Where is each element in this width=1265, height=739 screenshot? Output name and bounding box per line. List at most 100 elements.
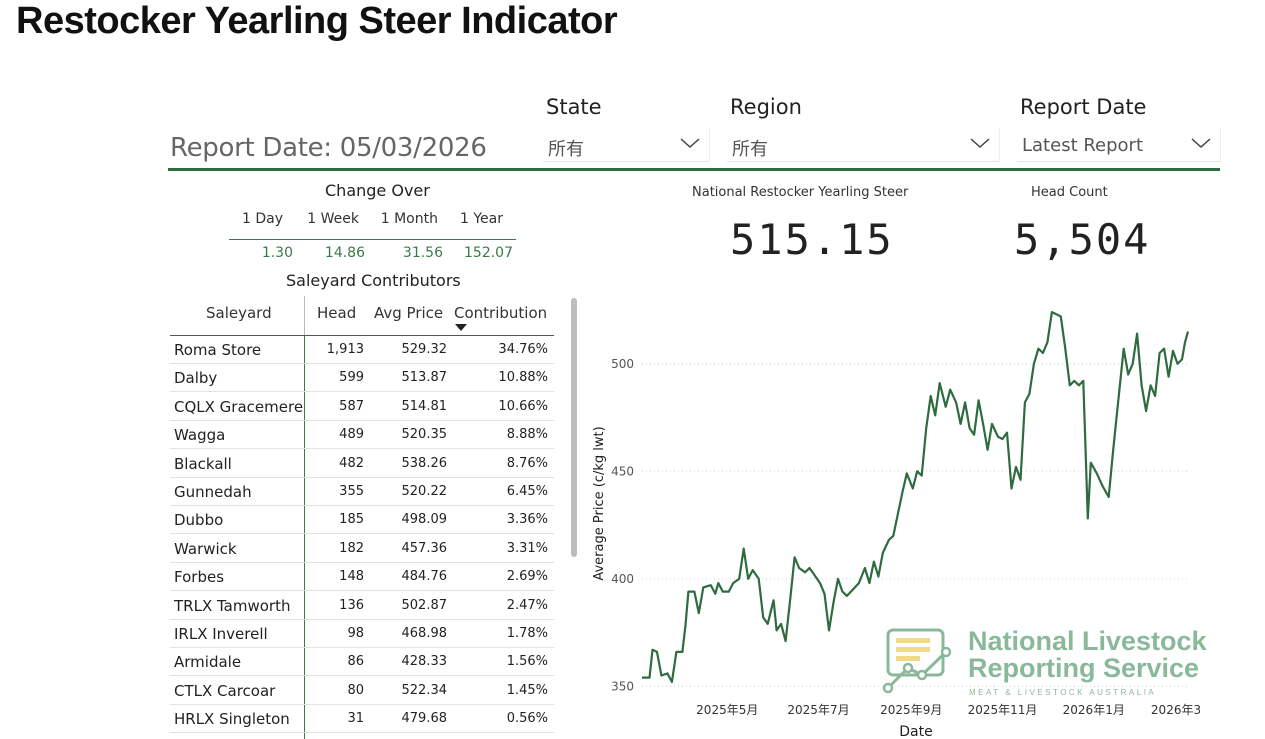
table-row[interactable]: TRLX Tamworth 136 502.87 2.47% bbox=[170, 592, 554, 620]
report-date-dropdown[interactable]: Latest Report bbox=[1017, 128, 1221, 162]
avg-price-cell: 428.33 bbox=[401, 654, 448, 670]
avg-price-cell: 502.87 bbox=[401, 597, 448, 613]
head-cell: 185 bbox=[339, 512, 364, 528]
x-tick-label: 2026年3月 bbox=[1151, 703, 1200, 717]
y-tick-label: 350 bbox=[611, 679, 634, 693]
report-date-filter-title: Report Date bbox=[1020, 95, 1147, 119]
saleyard-cell: TRLX Tamworth bbox=[174, 596, 291, 615]
saleyard-cell: Roma Store bbox=[174, 341, 262, 359]
region-filter-title: Region bbox=[730, 95, 802, 119]
contribution-cell: 0.56% bbox=[506, 711, 548, 727]
chevron-down-icon bbox=[1191, 138, 1211, 149]
head-cell: 86 bbox=[347, 654, 364, 670]
contribution-cell: 1.78% bbox=[506, 626, 548, 641]
head-count-value: 5,504 bbox=[1014, 215, 1151, 264]
chevron-down-icon bbox=[680, 138, 700, 149]
logo-document-icon bbox=[886, 628, 945, 677]
x-tick-label: 2026年1月 bbox=[1063, 703, 1125, 717]
period-value-1-week: 14.86 bbox=[324, 245, 365, 261]
chevron-down-icon bbox=[970, 138, 990, 149]
state-filter-title: State bbox=[546, 95, 602, 119]
logo-title-line2: Reporting Service bbox=[968, 653, 1199, 683]
change-over-divider bbox=[229, 239, 516, 240]
table-row[interactable]: Dubbo 185 498.09 3.36% bbox=[170, 506, 554, 535]
table-row[interactable]: Dalby 599 513.87 10.88% bbox=[170, 364, 554, 393]
saleyard-cell: Warwick bbox=[174, 539, 237, 558]
head-cell: 355 bbox=[339, 484, 364, 499]
nlrs-logo: National Livestock Reporting Service MEA… bbox=[882, 626, 1208, 697]
avg-price-cell: 514.81 bbox=[401, 398, 448, 414]
saleyard-cell: HRLX Singleton bbox=[174, 710, 290, 729]
contribution-cell: 6.45% bbox=[506, 484, 548, 499]
table-row[interactable]: Blackall 482 538.26 8.76% bbox=[170, 450, 554, 478]
table-row[interactable]: HRLX Singleton 31 479.68 0.56% bbox=[170, 705, 554, 734]
y-tick-label: 500 bbox=[611, 357, 634, 371]
avg-price-cell: 457.36 bbox=[401, 540, 448, 556]
head-cell: 80 bbox=[347, 682, 364, 698]
column-header-head[interactable]: Head bbox=[317, 304, 357, 322]
avg-price-cell: 468.98 bbox=[401, 626, 448, 641]
table-row[interactable]: Gunnedah 355 520.22 6.45% bbox=[170, 478, 554, 506]
table-row[interactable]: CQLX Gracemere 587 514.81 10.66% bbox=[170, 393, 554, 421]
avg-price-cell: 498.09 bbox=[401, 512, 448, 528]
contribution-cell: 34.76% bbox=[498, 342, 548, 357]
price-series-line bbox=[642, 311, 1190, 683]
national-indicator-label: National Restocker Yearling Steer bbox=[692, 185, 909, 200]
table-row[interactable]: Armidale 86 428.33 1.56% bbox=[170, 648, 554, 677]
table-row[interactable]: Wagga 489 520.35 8.88% bbox=[170, 421, 554, 450]
logo-subtitle: MEAT & LIVESTOCK AUSTRALIA bbox=[969, 688, 1156, 697]
period-label-1-month: 1 Month bbox=[380, 211, 438, 227]
saleyard-cell: Gunnedah bbox=[174, 483, 252, 501]
avg-price-cell: 538.26 bbox=[401, 455, 448, 471]
saleyard-cell: Blackall bbox=[174, 454, 232, 473]
saleyard-cell: Dalby bbox=[174, 369, 218, 388]
period-value-1-year: 152.07 bbox=[464, 245, 513, 261]
head-cell: 136 bbox=[339, 597, 364, 613]
saleyard-cell: CTLX Carcoar bbox=[174, 681, 276, 700]
y-axis-label: Average Price (c/kg lwt) bbox=[592, 426, 607, 580]
head-cell: 98 bbox=[347, 626, 364, 641]
contribution-cell: 2.69% bbox=[506, 569, 548, 585]
logo-title-line1: National Livestock bbox=[968, 626, 1208, 656]
national-indicator-value: 515.15 bbox=[730, 215, 894, 264]
table-row[interactable]: Warwick 182 457.36 3.31% bbox=[170, 535, 554, 563]
column-header-contribution[interactable]: Contribution bbox=[454, 304, 548, 322]
period-label-1-week: 1 Week bbox=[307, 211, 359, 227]
column-divider bbox=[304, 336, 305, 739]
head-cell: 599 bbox=[339, 370, 364, 386]
table-header-divider bbox=[170, 335, 554, 336]
contribution-cell: 8.76% bbox=[506, 455, 548, 471]
x-tick-label: 2025年11月 bbox=[968, 703, 1038, 717]
head-cell: 182 bbox=[339, 540, 364, 556]
sort-descending-icon[interactable] bbox=[455, 324, 467, 331]
region-dropdown-value: 所有 bbox=[732, 139, 768, 160]
state-dropdown[interactable]: 所有 bbox=[543, 128, 710, 162]
contribution-cell: 8.88% bbox=[506, 427, 548, 443]
y-tick-label: 400 bbox=[611, 572, 634, 586]
saleyard-cell: Wagga bbox=[174, 426, 226, 445]
table-row[interactable]: CTLX Carcoar 80 522.34 1.45% bbox=[170, 677, 554, 705]
head-cell: 148 bbox=[339, 569, 364, 585]
period-value-1-month: 31.56 bbox=[402, 245, 443, 261]
saleyard-cell: Forbes bbox=[174, 568, 225, 587]
state-dropdown-value: 所有 bbox=[548, 139, 584, 160]
head-cell: 1,913 bbox=[326, 342, 364, 357]
contribution-cell: 2.47% bbox=[506, 597, 548, 613]
table-scrollbar[interactable] bbox=[571, 298, 577, 557]
table-row[interactable]: IRLX Inverell 98 468.98 1.78% bbox=[170, 620, 554, 648]
period-label-1-year: 1 Year bbox=[460, 211, 503, 227]
head-cell: 489 bbox=[339, 427, 364, 443]
saleyard-cell: Armidale bbox=[174, 653, 242, 672]
column-header-saleyard[interactable]: Saleyard bbox=[206, 304, 272, 322]
table-row[interactable]: Forbes 148 484.76 2.69% bbox=[170, 563, 554, 592]
saleyard-cell: Dubbo bbox=[174, 511, 224, 530]
contribution-cell: 10.66% bbox=[498, 398, 548, 414]
region-dropdown[interactable]: 所有 bbox=[727, 128, 1000, 162]
page-title: Restocker Yearling Steer Indicator bbox=[16, 0, 618, 42]
saleyard-cell: IRLX Inverell bbox=[174, 625, 268, 643]
avg-price-cell: 513.87 bbox=[401, 370, 448, 386]
table-row[interactable]: Roma Store 1,913 529.32 34.76% bbox=[170, 336, 554, 364]
x-axis-label: Date bbox=[899, 724, 932, 739]
contribution-cell: 1.45% bbox=[506, 682, 548, 698]
column-header-avg-price[interactable]: Avg Price bbox=[374, 304, 444, 322]
